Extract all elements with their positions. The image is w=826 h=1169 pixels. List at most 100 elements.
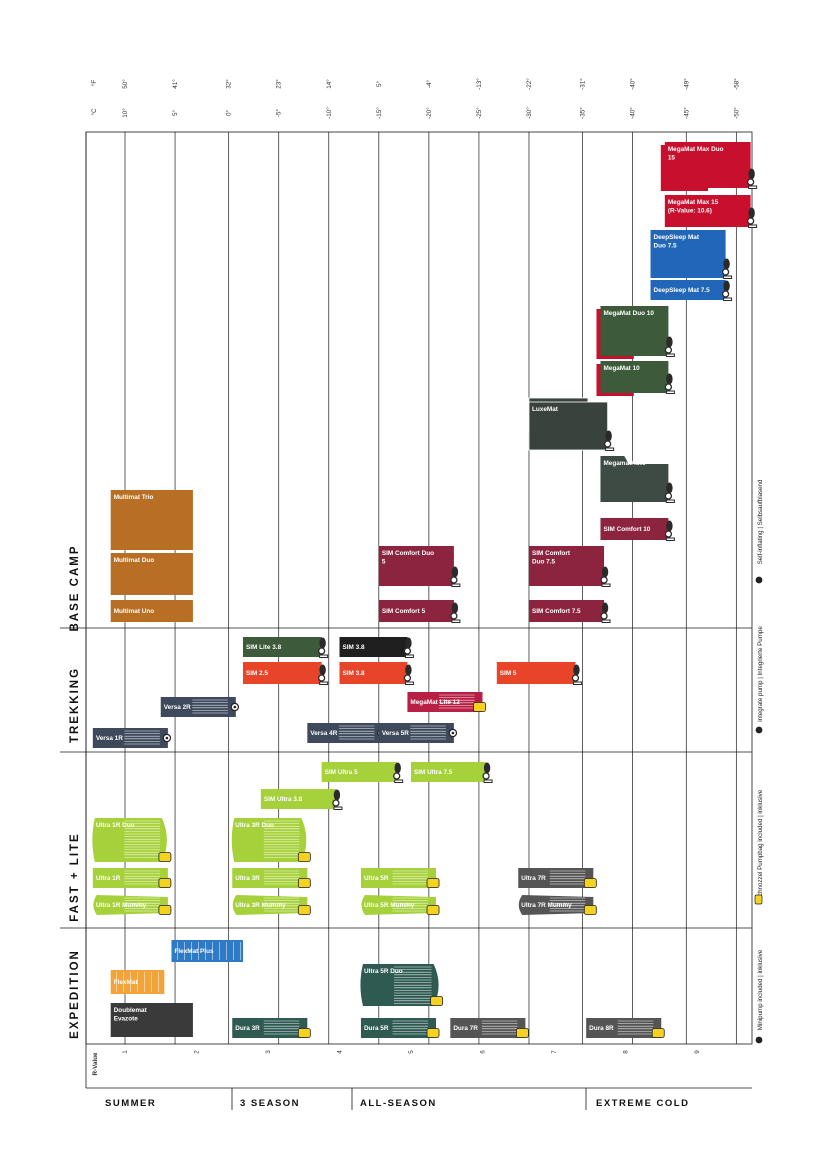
- season-label: SUMMER: [105, 1098, 156, 1109]
- product-bar[interactable]: Ultra 3R: [232, 868, 311, 888]
- fahrenheit-tick-label: 41°: [171, 79, 179, 89]
- product-bar[interactable]: Dura 8R: [586, 1018, 665, 1038]
- product-bar[interactable]: SIM Comfort 7.5: [528, 600, 611, 623]
- product-bar[interactable]: FlexMat: [110, 970, 165, 994]
- season-label: EXTREME COLD: [596, 1098, 689, 1109]
- product-label: Duo 7.5: [532, 559, 556, 566]
- product-bar[interactable]: MegaMat 10: [596, 361, 675, 396]
- valve-icon: [666, 482, 673, 494]
- product-bar[interactable]: Ultra 1R Duo: [92, 818, 172, 862]
- product-bar[interactable]: Dura 3R: [232, 1018, 311, 1038]
- product-bar[interactable]: SIM 2.5: [242, 662, 329, 685]
- product-bar-shape: [339, 637, 408, 657]
- celsius-tick-label: -25°: [475, 107, 483, 119]
- product-bar-shape: [600, 456, 669, 502]
- product-bar-shape: [232, 895, 308, 915]
- product-bar[interactable]: Versa 1R: [92, 728, 172, 748]
- product-bar[interactable]: Ultra 1R Mummy: [93, 895, 172, 915]
- x-tick-label: 6: [480, 1050, 487, 1054]
- valve-icon: [600, 602, 611, 623]
- product-bar[interactable]: Ultra 5R: [360, 868, 440, 888]
- product-bar[interactable]: Ultra 3R Mummy: [232, 895, 311, 915]
- product-bar[interactable]: Versa 5R: [378, 723, 458, 743]
- product-label: Ultra 7R Mummy: [521, 902, 572, 909]
- product-bar[interactable]: MegaMat Duo 10: [596, 306, 675, 359]
- valve-ring-icon: [600, 612, 608, 620]
- product-bar[interactable]: SIM Comfort Duo 7.5: [528, 546, 611, 587]
- product-bar-shape: [307, 723, 383, 743]
- product-bar[interactable]: MegaMat Max 15 (R-Value: 10.6): [664, 195, 758, 228]
- product-bar-shape: [361, 895, 437, 915]
- product-bar[interactable]: LuxeMat: [528, 397, 615, 451]
- valve-icon: [393, 762, 404, 783]
- product-bar[interactable]: Dura 7R: [450, 1018, 529, 1038]
- product-label: SIM Comfort: [532, 550, 571, 557]
- category-labels: BASE CAMP TREKKING FAST + LITE EXPEDITION: [69, 544, 81, 1038]
- product-bar[interactable]: DeepSleep Mat Duo 7.5: [650, 230, 733, 279]
- product-bar[interactable]: SIM 3.8: [339, 662, 414, 685]
- product-bar[interactable]: SIM Comfort Duo 5: [378, 546, 461, 587]
- product-label: SIM 3.8: [343, 670, 365, 677]
- valve-icon: [603, 430, 615, 451]
- pumpbag-icon: [158, 878, 172, 888]
- product-bar[interactable]: Multimat Trio: [110, 490, 193, 550]
- product-bar[interactable]: SIM Lite 3.8: [242, 637, 329, 658]
- celsius-tick-label: 10°: [121, 108, 129, 118]
- product-bar[interactable]: SIM 3.8: [339, 637, 414, 658]
- valve-ring-icon: [664, 530, 673, 538]
- product-bar[interactable]: Ultra 5R Duo: [360, 964, 444, 1006]
- valve-ring-icon: [603, 440, 612, 448]
- product-bar[interactable]: Ultra 7R Mummy: [518, 895, 597, 915]
- pumpbag-icon: [297, 1028, 311, 1038]
- valve-tap-icon: [665, 390, 675, 394]
- valve-icon: [482, 762, 493, 783]
- valve-ring-icon: [746, 217, 755, 225]
- product-bar[interactable]: SIM Ultra 7.5: [411, 762, 493, 783]
- product-bar[interactable]: Dura 5R: [360, 1018, 440, 1038]
- product-bar[interactable]: DeepSleep Mat 7.5: [650, 280, 733, 301]
- valve-icon: [601, 602, 609, 614]
- valve-tap-icon: [665, 537, 675, 541]
- valve-icon: [746, 207, 758, 228]
- product-label: SIM Ultra 3.8: [264, 796, 303, 803]
- product-bar-shape: [171, 940, 243, 962]
- product-bar[interactable]: MegamatAuto: [600, 456, 675, 503]
- product-bar[interactable]: SIM Ultra 3.8: [260, 789, 343, 810]
- product-label: SIM Comfort 5: [382, 608, 426, 615]
- product-bar[interactable]: SIM Ultra 5: [321, 762, 404, 783]
- product-bar[interactable]: MegaMat Lite 12: [407, 692, 486, 712]
- celsius-tick-label: 0°: [225, 110, 233, 117]
- product-bar[interactable]: SIM 5: [496, 662, 582, 685]
- pumpbag-icon: [297, 878, 311, 888]
- product-bar[interactable]: Ultra 1R: [92, 868, 172, 888]
- x-tick-label: 7: [551, 1050, 558, 1054]
- product-bar[interactable]: FlexMat Plus: [171, 940, 243, 962]
- celsius-unit-label: °C: [90, 108, 98, 116]
- product-bar[interactable]: SIM Comfort 5: [378, 600, 461, 623]
- minipump-center-icon: [233, 705, 237, 709]
- product-label: DeepSleep Mat 7.5: [654, 287, 711, 294]
- product-bar[interactable]: Versa 2R: [160, 697, 240, 717]
- product-bar[interactable]: Ultra 5R Mummy: [361, 895, 440, 915]
- product-label: (R-Value: 10.6): [668, 208, 712, 215]
- product-bar-shape: [321, 762, 397, 782]
- product-bar[interactable]: Multimat Uno: [110, 600, 193, 622]
- product-label: SIM Comfort Duo: [382, 550, 434, 557]
- product-label: FlexMat: [114, 979, 139, 986]
- product-bar[interactable]: Versa 4R: [307, 723, 386, 743]
- product-bar-shape: [528, 600, 605, 622]
- product-label: Multimat Duo: [114, 557, 155, 564]
- pumpbag-icon: [754, 894, 763, 905]
- product-label: Ultra 3R: [235, 875, 260, 882]
- product-bar[interactable]: Multimat Duo: [110, 553, 193, 595]
- valve-ring-icon: [664, 492, 673, 500]
- product-label: Dura 3R: [235, 1025, 260, 1032]
- product-bar[interactable]: Ultra 3R Duo: [231, 818, 311, 862]
- product-bar-shape: [378, 546, 454, 586]
- product-label: MegamatAuto: [603, 460, 645, 467]
- product-bar[interactable]: Doublemat Evazote: [110, 1003, 193, 1037]
- product-bar[interactable]: SIM Comfort 10: [600, 518, 675, 541]
- product-bar[interactable]: MegaMat Max Duo 15: [660, 142, 758, 191]
- valve-icon: [666, 336, 673, 348]
- product-bar[interactable]: Ultra 7R: [518, 868, 597, 888]
